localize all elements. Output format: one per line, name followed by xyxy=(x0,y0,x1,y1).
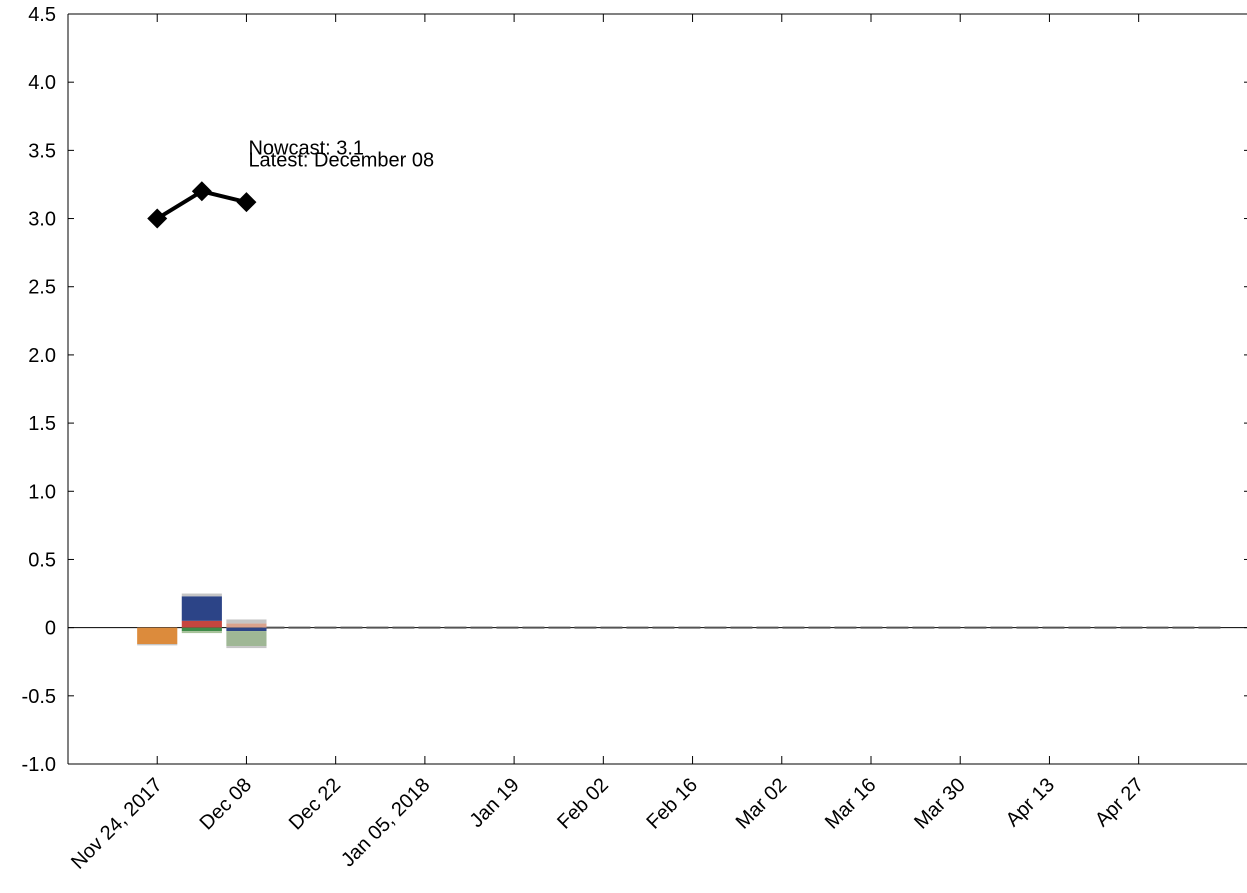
x-tick-label: Feb 02 xyxy=(553,774,613,834)
contribution-bar-segment xyxy=(181,627,222,632)
contribution-bar-segment xyxy=(226,623,267,628)
y-tick-label: 4.5 xyxy=(28,4,56,26)
y-tick-label: -0.5 xyxy=(22,686,56,708)
contribution-bar-segment xyxy=(226,631,267,647)
x-tick-label: Nov 24, 2017 xyxy=(67,774,167,874)
y-tick-label: 1.0 xyxy=(28,481,56,503)
y-tick-label: 3.0 xyxy=(28,209,56,231)
annotation-nowcast: Nowcast: 3.1 xyxy=(248,137,364,159)
contribution-bar-segment xyxy=(181,596,222,621)
nowcast-series xyxy=(147,181,257,229)
x-tick-label: Feb 16 xyxy=(643,774,703,834)
x-tick-label: Dec 08 xyxy=(196,774,256,834)
plot-frame xyxy=(67,13,1247,765)
y-tick-label: 0.5 xyxy=(28,549,56,571)
y-tick-label: 0 xyxy=(45,618,56,640)
x-tick-label: Jan 05, 2018 xyxy=(337,774,434,871)
contribution-bar-segment xyxy=(181,593,222,597)
x-tick-label: Mar 16 xyxy=(821,774,881,834)
y-tick-label: 2.0 xyxy=(28,345,56,367)
contribution-bar-segment xyxy=(226,619,267,624)
contribution-bar-segment xyxy=(137,627,178,644)
nowcast-point xyxy=(147,208,168,229)
y-tick-label: 3.5 xyxy=(28,140,56,162)
nowcast-point xyxy=(236,192,257,213)
contribution-bar-segment xyxy=(226,627,267,632)
contribution-bar-segment xyxy=(181,631,222,634)
x-tick-label: Apr 13 xyxy=(1002,774,1059,831)
contribution-bars xyxy=(137,593,267,649)
y-tick-label: 1.5 xyxy=(28,413,56,435)
y-tick-label: 2.5 xyxy=(28,277,56,299)
x-tick-label: Mar 30 xyxy=(910,774,970,834)
contribution-bar-segment xyxy=(181,620,222,628)
y-tick-label: 4.0 xyxy=(28,72,56,94)
x-tick-label: Dec 22 xyxy=(285,774,345,834)
y-tick-label: -1.0 xyxy=(22,754,56,776)
contribution-bar-segment xyxy=(137,644,178,646)
contribution-bar-segment xyxy=(226,646,267,649)
x-tick-label: Mar 02 xyxy=(732,774,792,834)
nowcast-point xyxy=(191,181,212,202)
x-tick-label: Jan 19 xyxy=(466,774,524,832)
annotation-latest: Latest: December 08 xyxy=(248,150,434,172)
x-tick-label: Apr 27 xyxy=(1091,774,1148,831)
y-axis: 4.5 4.0 3.5 3.0 2.5 2.0 1.5 1.0 0.5 0 -0.5 -1.0 xyxy=(22,4,1247,776)
